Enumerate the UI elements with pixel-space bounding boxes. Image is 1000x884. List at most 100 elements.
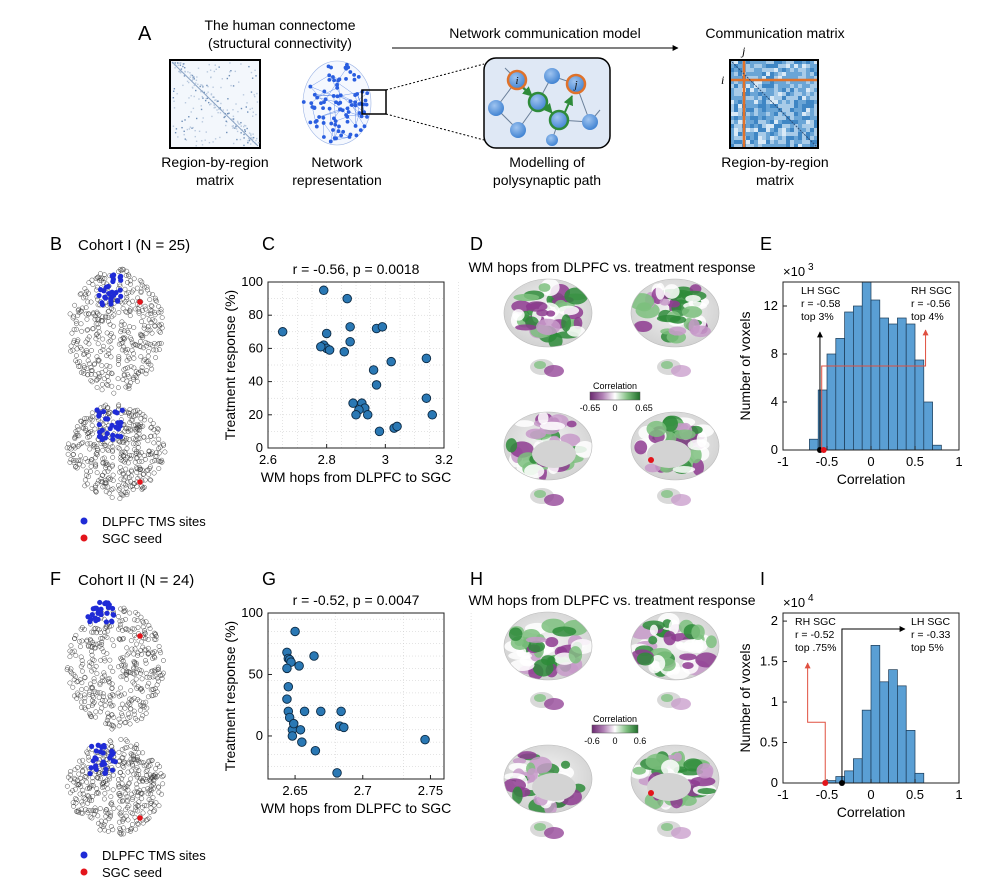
subcortical-structure: [530, 821, 564, 839]
y-tick-label: 0: [256, 440, 263, 455]
region-matrix-label-line2: matrix: [196, 172, 234, 188]
data-point: [287, 731, 298, 741]
y-tick-label: 0: [771, 442, 778, 457]
cohort1-legend-sgc: SGC seed: [102, 531, 162, 546]
sgc-seed-marker: [648, 457, 654, 463]
lh-annotation-arrow: [841, 626, 906, 783]
data-point: [342, 293, 352, 304]
result-matrix-label-line1: Region-by-region: [721, 154, 828, 170]
network-label-line1: Network: [311, 154, 363, 170]
data-point: [392, 421, 402, 432]
lh-marker: [838, 780, 845, 786]
x-tick-label: -0.5: [816, 454, 838, 469]
legend-tms-marker: [80, 517, 88, 525]
y-axis-label: Number of voxels: [737, 644, 753, 753]
structural-matrix: [169, 59, 261, 149]
chart-title: r = -0.52, p = 0.0047: [293, 592, 420, 608]
lh-annotation-text: LH SGC: [801, 285, 841, 297]
x-tick-label: 3: [382, 452, 389, 467]
network-label-line2: representation: [292, 172, 382, 188]
rh-annotation-text: r = -0.56: [911, 298, 951, 310]
data-point: [377, 322, 388, 332]
zoom-line-bottom: [385, 113, 485, 141]
histogram-bar: [879, 681, 889, 784]
h-cb-max: 0.6: [634, 736, 647, 746]
network-graph: [301, 60, 372, 146]
x-tick-label: 0: [867, 454, 874, 469]
data-point: [421, 353, 432, 364]
subcortical-structure: [530, 359, 564, 377]
histogram-bar: [923, 401, 933, 451]
exponent-label: ×10: [783, 595, 805, 610]
data-point: [345, 337, 355, 347]
h-colorbar: [591, 724, 639, 734]
subcortical-structure: [530, 692, 564, 710]
d-title: WM hops from DLPFC vs. treatment respons…: [468, 259, 755, 275]
histogram-bar: [879, 317, 889, 451]
x-tick-label: 1: [955, 787, 962, 802]
y-tick-label: 20: [249, 407, 263, 422]
data-point: [339, 346, 350, 357]
medial-wall: [532, 773, 576, 801]
cohort2-legend-sgc: SGC seed: [102, 865, 162, 880]
y-tick-label: 50: [249, 666, 263, 681]
cohort2-brain-top: [64, 599, 166, 732]
path-label-line1: Modelling of: [509, 154, 585, 170]
y-tick-label: 4: [771, 394, 778, 409]
d-colorbar-label: Correlation: [593, 381, 637, 391]
rh-annotation-text: top 4%: [911, 311, 944, 323]
node-i-label: i: [515, 75, 518, 87]
rh-annotation-text: RH SGC: [795, 616, 836, 628]
y-tick-label: 8: [771, 346, 778, 361]
data-point: [324, 345, 335, 355]
data-point: [362, 410, 373, 420]
d-cb-max: 0.65: [635, 403, 653, 413]
d-colorbar: [589, 391, 641, 401]
medial-wall: [647, 440, 691, 468]
data-point: [368, 365, 379, 375]
data-point: [348, 398, 358, 408]
zoom-line-top: [385, 63, 485, 91]
data-point: [277, 327, 288, 337]
histogram-bar: [888, 323, 898, 451]
matrix-axis-j: j: [740, 44, 746, 58]
x-tick-label: 0.5: [906, 787, 924, 802]
histogram-bar: [870, 645, 881, 784]
x-tick-label: 0: [867, 787, 874, 802]
histogram-bar: [897, 685, 907, 784]
panel-e: E -1 -0.5 0 0.5 1 0 4 8 12 ×10 3 Correlation Number …: [737, 234, 963, 487]
histogram-bar: [853, 758, 863, 784]
y-tick-label: 100: [241, 274, 263, 289]
data-point: [321, 328, 332, 339]
histogram-bar: [844, 311, 854, 451]
data-point: [310, 745, 321, 756]
comm-matrix-title: Communication matrix: [705, 25, 844, 41]
panel-b: B Cohort I (N = 25) DLPFC TMS sites SGC …: [50, 234, 206, 546]
d-cb-mid: 0: [612, 403, 617, 413]
rh-annotation-text: top .75%: [795, 642, 836, 654]
rh-annotation-text: RH SGC: [911, 285, 952, 297]
legend-tms-marker-2: [80, 851, 88, 859]
data-point: [386, 356, 396, 367]
data-point: [290, 626, 300, 637]
connectome-title-line1: The human connectome: [205, 17, 356, 33]
subcortical-structure: [657, 692, 691, 710]
panel-letter-d: D: [470, 234, 483, 254]
x-tick-label: 2.7: [354, 783, 372, 798]
d-cb-min: -0.65: [580, 403, 601, 413]
x-axis-label: WM hops from DLPFC to SGC: [261, 800, 452, 816]
y-tick-label: 0: [256, 728, 263, 743]
sgc-seed-marker: [648, 790, 654, 796]
histogram-bar: [870, 299, 881, 451]
h-cb-min: -0.6: [584, 736, 600, 746]
result-matrix-label-line2: matrix: [756, 172, 794, 188]
data-point: [283, 682, 294, 692]
subcortical-structure: [657, 359, 691, 377]
lh-annotation-text: top 3%: [801, 311, 834, 323]
cohort1-legend-tms: DLPFC TMS sites: [102, 514, 206, 529]
model-title: Network communication model: [449, 25, 640, 41]
path-inset: i j: [483, 57, 611, 149]
y-axis-label: Treatment response (%): [222, 290, 238, 440]
data-point: [318, 285, 329, 296]
histogram-bar: [809, 438, 819, 451]
